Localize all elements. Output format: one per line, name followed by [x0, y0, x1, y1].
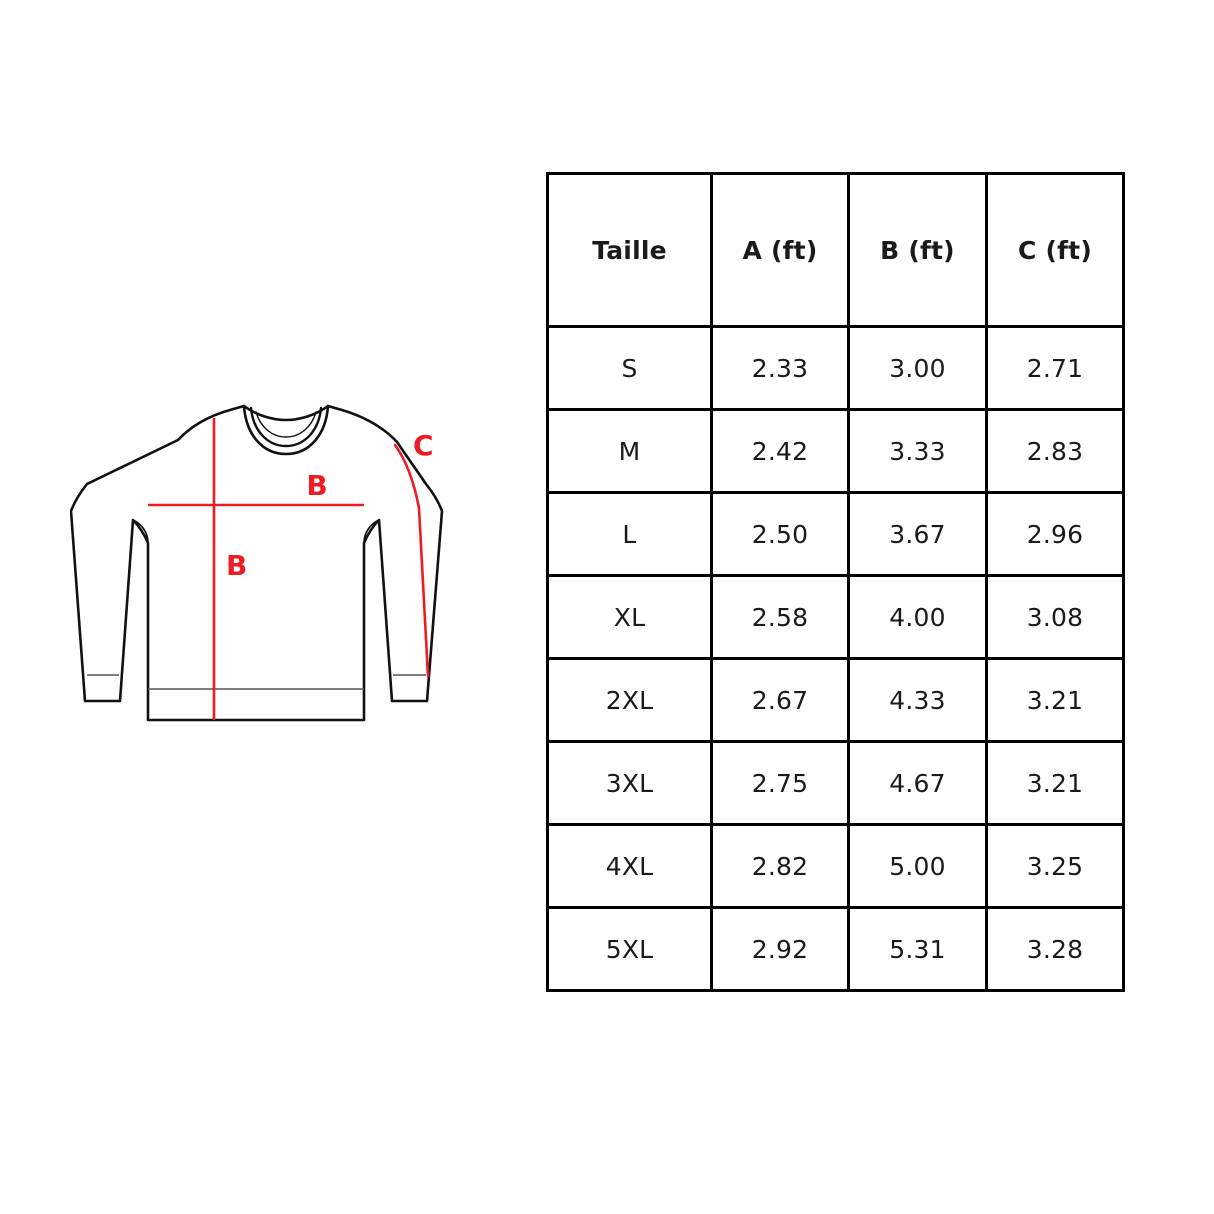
cell-a: 2.82: [710, 823, 850, 909]
armhole-seam-right: [363, 519, 380, 544]
cell-a: 2.50: [710, 491, 850, 577]
chest-width-label: B: [306, 469, 327, 502]
column-header-taille: Taille: [546, 172, 713, 328]
size-chart-table: Taille A (ft) B (ft) C (ft) S 2.33 3.00 …: [546, 172, 1125, 992]
table-header: Taille A (ft) B (ft) C (ft): [546, 172, 1125, 328]
cell-size: M: [546, 408, 713, 494]
table-body: S 2.33 3.00 2.71 M 2.42 3.33 2.83 L 2.50…: [546, 325, 1125, 992]
table-row: XL 2.58 4.00 3.08: [546, 574, 1125, 660]
size-chart-container: Taille A (ft) B (ft) C (ft) S 2.33 3.00 …: [546, 172, 1125, 992]
table-row: S 2.33 3.00 2.71: [546, 325, 1125, 411]
cell-c: 3.25: [985, 823, 1125, 909]
table-header-row: Taille A (ft) B (ft) C (ft): [546, 172, 1125, 328]
table-row: L 2.50 3.67 2.96: [546, 491, 1125, 577]
cell-b: 3.67: [847, 491, 988, 577]
cell-size: 4XL: [546, 823, 713, 909]
table-row: 3XL 2.75 4.67 3.21: [546, 740, 1125, 826]
collar-inner-ring: [249, 406, 323, 448]
table-row: M 2.42 3.33 2.83: [546, 408, 1125, 494]
cell-b: 5.31: [847, 906, 988, 992]
table-row: 2XL 2.67 4.33 3.21: [546, 657, 1125, 743]
column-header-b: B (ft): [847, 172, 988, 328]
cell-b: 4.00: [847, 574, 988, 660]
cell-b: 4.33: [847, 657, 988, 743]
sweatshirt-body-outline: [70, 404, 444, 722]
cell-c: 3.21: [985, 657, 1125, 743]
cell-size: 2XL: [546, 657, 713, 743]
collar-seam-line: [255, 411, 317, 438]
cell-size: 3XL: [546, 740, 713, 826]
cell-a: 2.92: [710, 906, 850, 992]
sleeve-length-measure-line: [393, 443, 430, 678]
cell-b: 5.00: [847, 823, 988, 909]
cell-a: 2.58: [710, 574, 850, 660]
cell-b: 3.33: [847, 408, 988, 494]
garment-illustration-panel: B B C: [70, 390, 470, 770]
cell-c: 3.08: [985, 574, 1125, 660]
cell-c: 2.71: [985, 325, 1125, 411]
cell-c: 3.21: [985, 740, 1125, 826]
cell-b: 4.67: [847, 740, 988, 826]
cell-size: XL: [546, 574, 713, 660]
table-row: 5XL 2.92 5.31 3.28: [546, 906, 1125, 992]
collar-outer-ring: [242, 404, 330, 456]
sweatshirt-technical-drawing: B B C: [70, 404, 444, 722]
cell-a: 2.33: [710, 325, 850, 411]
cell-size: S: [546, 325, 713, 411]
cell-b: 3.00: [847, 325, 988, 411]
sleeve-length-label: C: [413, 429, 434, 462]
cell-size: L: [546, 491, 713, 577]
column-header-a: A (ft): [710, 172, 850, 328]
cell-a: 2.67: [710, 657, 850, 743]
table-row: 4XL 2.82 5.00 3.25: [546, 823, 1125, 909]
cell-a: 2.75: [710, 740, 850, 826]
cell-c: 3.28: [985, 906, 1125, 992]
cell-c: 2.83: [985, 408, 1125, 494]
cell-a: 2.42: [710, 408, 850, 494]
cell-size: 5XL: [546, 906, 713, 992]
armhole-seam-left: [132, 519, 149, 544]
body-length-label: B: [226, 549, 247, 582]
column-header-c: C (ft): [985, 172, 1125, 328]
cell-c: 2.96: [985, 491, 1125, 577]
